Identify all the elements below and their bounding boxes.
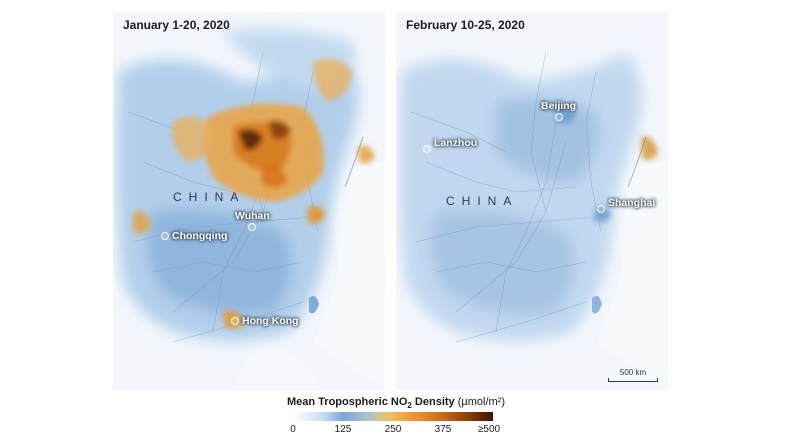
panel-title-after: February 10-25, 2020 xyxy=(406,18,525,32)
city-hong-kong: Hong Kong xyxy=(231,315,299,327)
city-label: Wuhan xyxy=(235,210,270,222)
legend-title: Mean Tropospheric NO2 Density (µmol/m²) xyxy=(287,396,505,411)
city-marker-icon xyxy=(597,205,605,213)
city-chongqing: Chongqing xyxy=(161,230,227,242)
city-marker-icon xyxy=(161,232,169,240)
no2-density-map-january xyxy=(113,12,385,390)
city-marker-icon xyxy=(248,223,257,231)
city-wuhan: Wuhan xyxy=(235,210,270,231)
legend-tick: 375 xyxy=(434,424,452,435)
city-lanzhou: Lanzhou xyxy=(423,137,477,153)
scale-bar-line xyxy=(608,378,658,382)
city-shanghai: Shanghai xyxy=(597,197,655,213)
map-panel-before: January 1-20, 2020 CHINA Chongqing Wuhan… xyxy=(113,12,385,390)
legend-tick: 125 xyxy=(334,424,352,435)
city-marker-icon xyxy=(231,317,239,325)
legend-color-ramp xyxy=(293,412,493,421)
legend-tick: 250 xyxy=(384,424,402,435)
panel-title-before: January 1-20, 2020 xyxy=(123,18,230,32)
city-beijing: Beijing xyxy=(541,100,576,121)
legend-title-after: Density xyxy=(411,396,455,408)
legend-tick: 0 xyxy=(290,424,296,435)
city-label: Lanzhou xyxy=(434,137,478,149)
city-marker-icon xyxy=(423,145,431,153)
legend-title-subscript: 2 xyxy=(407,401,412,411)
country-label: CHINA xyxy=(446,194,519,208)
legend-tick: ≥500 xyxy=(477,424,501,435)
color-legend: Mean Tropospheric NO2 Density (µmol/m²) … xyxy=(287,392,505,442)
country-label: CHINA xyxy=(173,190,246,204)
scale-bar-label: 500 km xyxy=(619,368,647,377)
legend-unit: (µmol/m²) xyxy=(454,396,505,408)
legend-title-main: Mean Tropospheric NO xyxy=(287,396,408,408)
map-panel-after: February 10-25, 2020 CHINA Lanzhou Beiji… xyxy=(396,12,668,390)
city-label: Beijing xyxy=(541,100,577,112)
city-label: Shanghai xyxy=(608,197,656,209)
no2-density-map-february xyxy=(396,12,668,390)
city-label: Chongqing xyxy=(172,230,228,242)
city-label: Hong Kong xyxy=(242,315,299,327)
city-marker-icon xyxy=(554,113,563,121)
scale-bar: 500 km xyxy=(608,368,658,382)
